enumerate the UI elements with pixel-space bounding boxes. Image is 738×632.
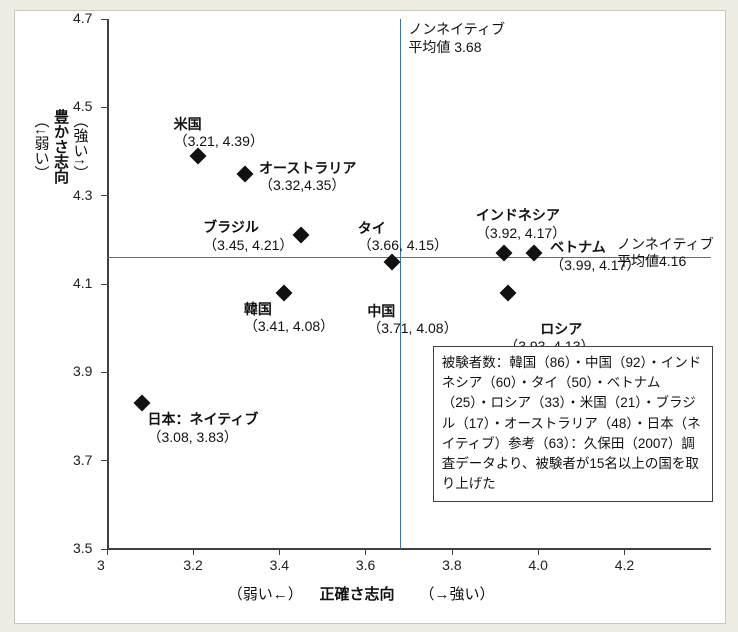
x-tick	[624, 549, 625, 555]
data-point-label: ブラジル（3.45, 4.21）	[203, 219, 293, 254]
data-point-label: 韓国（3.41, 4.08）	[244, 301, 334, 336]
data-point-label: ベトナム（3.99, 4.17）	[550, 239, 640, 274]
y-tick-label: 4.7	[73, 10, 97, 26]
y-tick	[101, 460, 107, 461]
scatter-plot-area: 33.23.43.63.84.04.23.53.73.94.14.34.54.7…	[107, 19, 711, 549]
x-tick-label: 3	[97, 557, 105, 573]
chart-canvas: 33.23.43.63.84.04.23.53.73.94.14.34.54.7…	[14, 10, 726, 624]
y-tick-label: 3.5	[73, 540, 97, 556]
y-tick-label: 3.7	[73, 452, 97, 468]
y-axis-label-bottom: （↓弱い）	[31, 109, 51, 184]
data-point-label: 米国（3.21, 4.39）	[174, 116, 264, 151]
ref-label-vertical: ノンネイティブ平均値 3.68	[408, 21, 505, 56]
x-tick	[538, 549, 539, 555]
data-point	[293, 227, 310, 244]
y-tick	[101, 284, 107, 285]
y-axis-label-mid: 豊かさ志向	[51, 109, 71, 184]
x-tick-label: 3.4	[270, 557, 289, 573]
y-tick-label: 3.9	[73, 363, 97, 379]
y-tick	[101, 107, 107, 108]
x-tick	[193, 549, 194, 555]
x-tick-label: 4.0	[528, 557, 547, 573]
data-point-label: 日本：ネイティブ（3.08, 3.83）	[148, 411, 259, 446]
data-point	[383, 253, 400, 270]
data-point	[526, 245, 543, 262]
x-tick	[452, 549, 453, 555]
y-tick	[101, 549, 107, 550]
x-axis-title: （弱い←） 正確さ志向 （→強い）	[228, 583, 495, 604]
y-tick	[101, 195, 107, 196]
x-tick	[107, 549, 108, 555]
x-tick-label: 4.2	[615, 557, 634, 573]
y-tick-label: 4.1	[73, 275, 97, 291]
x-axis-line	[107, 548, 711, 550]
data-point	[500, 284, 517, 301]
x-axis-label-right: （→強い）	[420, 586, 495, 603]
data-point	[237, 165, 254, 182]
x-tick-label: 3.6	[356, 557, 375, 573]
y-tick	[101, 19, 107, 20]
y-axis-label-top: （強い↑）	[70, 109, 90, 184]
data-point	[275, 284, 292, 301]
x-tick-label: 3.2	[183, 557, 202, 573]
y-axis-line	[107, 19, 109, 549]
data-point-label: 中国（3.71, 4.08）	[367, 303, 457, 338]
data-point	[133, 395, 150, 412]
data-point-label: オーストラリア（3.32,4.35）	[259, 160, 356, 195]
x-tick-label: 3.8	[442, 557, 461, 573]
x-axis-label-mid: 正確さ志向	[319, 586, 394, 603]
x-tick	[365, 549, 366, 555]
y-tick	[101, 372, 107, 373]
data-point-label: タイ（3.66, 4.15）	[358, 220, 448, 255]
x-axis-label-left: （弱い←）	[228, 586, 303, 603]
data-point	[495, 245, 512, 262]
ref-line-vertical	[400, 19, 401, 549]
data-point-label: インドネシア（3.92, 4.17）	[476, 207, 566, 242]
y-tick-label: 4.3	[73, 187, 97, 203]
x-tick	[279, 549, 280, 555]
y-axis-title: （強い↑）豊かさ志向（↓弱い）	[31, 109, 90, 184]
footnote-box: 被験者数：韓国（86）・中国（92）・インドネシア（60）・タイ（50）・ベトナ…	[433, 346, 713, 502]
